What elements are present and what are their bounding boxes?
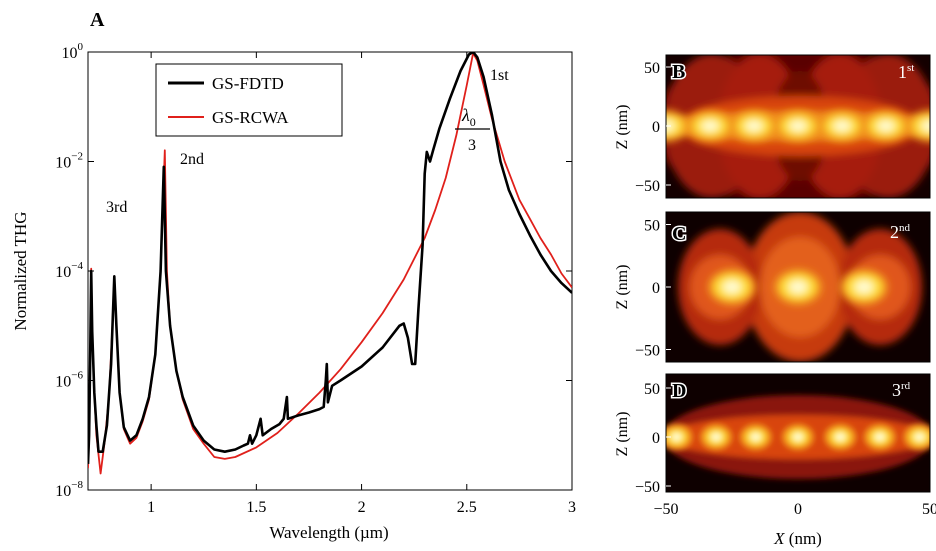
fraction-numerator: λ0 [461,105,476,129]
panel-label-a: A [90,9,105,31]
antinode-peak [701,120,719,132]
map-x-tick-label: 0 [794,501,802,518]
panel-label-c: C [672,223,686,245]
fraction-denominator: 3 [468,137,476,154]
y-tick-label: 10−4 [55,260,83,281]
z-tick-label: −50 [635,178,660,195]
y-tick-label: 10−6 [55,370,83,391]
panel-b: B 1st [666,55,930,198]
antinode-peak [711,433,722,441]
panel-c: C 2nd [666,212,930,362]
z-tick-label: 50 [644,60,660,77]
map-z-axis-label-c: Z (nm) [614,265,631,310]
mode-label-c: 2nd [890,222,911,242]
x-tick-label: 1.5 [246,499,266,516]
antinode-peak [835,433,846,441]
z-tick-label: 0 [652,430,660,447]
heatmap-b [666,55,930,198]
z-tick-label: 0 [652,119,660,136]
panel-d: D 3rd [666,374,930,492]
antinode-peak [855,280,873,294]
z-tick-label: 0 [652,280,660,297]
y-tick-label: 10−8 [55,479,83,500]
antinode-peak [874,433,885,441]
panel-a: A 10−8 10−6 10−4 10−2 100 1 1.5 2 2.5 3 Normaliz… [11,9,576,542]
annotation-3rd: 3rd [106,199,127,216]
map-x-axis-label: X (nm) [773,529,822,548]
heatmap-c-antinodes [708,269,888,305]
antinode-peak [877,120,895,132]
z-tick-label: −50 [635,343,660,360]
mode-label-d: 3rd [892,380,911,400]
series-line-gs-fdtd [88,52,572,464]
map-z-axis-label-d: Z (nm) [614,412,631,457]
antinode-peak [723,280,741,294]
map-axes: 50 0 −50 50 0 −50 50 0 −50 −50 0 50 [635,54,936,518]
heatmap-d-antinodes [666,424,930,450]
z-tick-label: −50 [635,479,660,496]
mode-label-b: 1st [898,62,914,82]
z-tick-label: 50 [644,218,660,235]
map-frame [665,373,931,493]
antinode-peak [671,433,682,441]
x-tick-label: 3 [568,499,576,516]
y-tick-label: 100 [62,41,84,62]
legend: GS-FDTD GS-RCWA [155,63,343,137]
antinode-peak [914,433,925,441]
antinode-peak [745,120,763,132]
panel-label-d: D [672,380,686,402]
annotation-lambda-over-3: λ0 3 [455,105,490,154]
antinode-peak [750,433,761,441]
x-tick-label: 1 [147,499,155,516]
y-tick-label: 10−2 [55,151,83,172]
heatmap-c [666,212,930,362]
y-axis-label: Normalized THG [11,211,30,330]
annotation-1st: 1st [490,67,509,84]
map-x-tick-label: 50 [922,501,936,518]
heatmap-d [666,374,930,492]
map-x-tick-label: −50 [653,501,678,518]
plot-area [88,52,572,475]
x-axis-ticks: 1 1.5 2 2.5 3 [147,52,576,516]
x-axis-label: Wavelength (µm) [269,523,388,542]
x-tick-label: 2.5 [457,499,477,516]
heatmap-b-antinodes [666,110,930,142]
antinode-peak [789,120,807,132]
legend-box [155,63,343,137]
x-tick-label: 2 [358,499,366,516]
antinode-peak [921,120,930,132]
antinode-peak [793,433,803,441]
legend-label-gs-rcwa: GS-RCWA [212,108,289,127]
antinode-peak [833,120,851,132]
annotation-2nd: 2nd [180,151,204,168]
legend-label-gs-fdtd: GS-FDTD [212,74,284,93]
z-tick-label: 50 [644,381,660,398]
panel-label-b: B [672,61,685,83]
antinode-peak [789,280,807,294]
map-z-axis-label-b: Z (nm) [614,105,631,150]
